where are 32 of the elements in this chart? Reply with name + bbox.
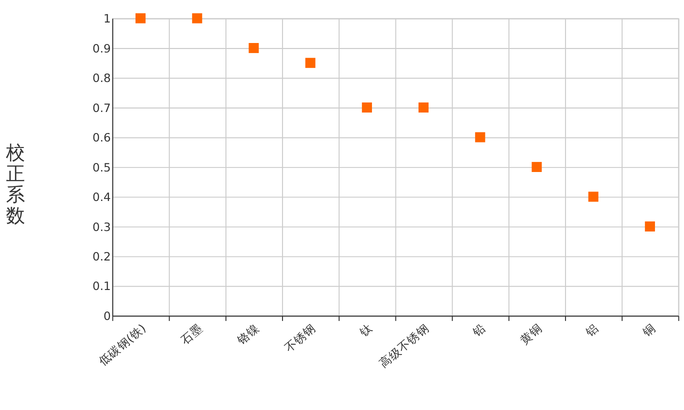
y-tick-label: 0.2: [92, 250, 111, 264]
point: [136, 13, 146, 24]
point: [532, 162, 542, 172]
y-tick-label: 0.3: [92, 220, 111, 234]
y-axis-title: 校正系数: [5, 140, 26, 228]
point: [475, 132, 486, 142]
point: [248, 42, 259, 54]
y-tick-label: 0.6: [92, 130, 111, 145]
x-tick-label: 钛: [356, 321, 375, 340]
point: [305, 58, 316, 68]
y-tick-label: 0: [103, 308, 111, 323]
x-tick-label: 低碳钢(铁): [96, 321, 148, 368]
x-tick-label: 铅: [469, 321, 488, 340]
y-tick-label: 0.1: [92, 279, 111, 294]
x-tick-label: 铬镍: [234, 321, 262, 348]
y-tick-label: 0.8: [92, 71, 111, 86]
y-tick-label: 0.7: [92, 100, 111, 115]
x-tick-label: 石墨: [178, 321, 206, 348]
y-tick-label: 0.9: [92, 41, 111, 56]
point: [418, 102, 429, 113]
y-tick-label: 0.4: [92, 190, 111, 204]
point: [588, 192, 598, 202]
x-tick-label: 不锈钢: [282, 321, 318, 355]
y-tick-label: 0.5: [92, 160, 111, 174]
x-tick-label: 铝: [582, 321, 602, 340]
y-tick-label: 1: [103, 12, 111, 26]
x-tick-label: 高级不锈钢: [376, 321, 432, 370]
point: [644, 221, 655, 232]
x-tick-label: 黄铜: [517, 321, 545, 348]
x-tick-label: 铜: [638, 321, 658, 340]
point: [362, 102, 372, 113]
point: [192, 13, 202, 24]
